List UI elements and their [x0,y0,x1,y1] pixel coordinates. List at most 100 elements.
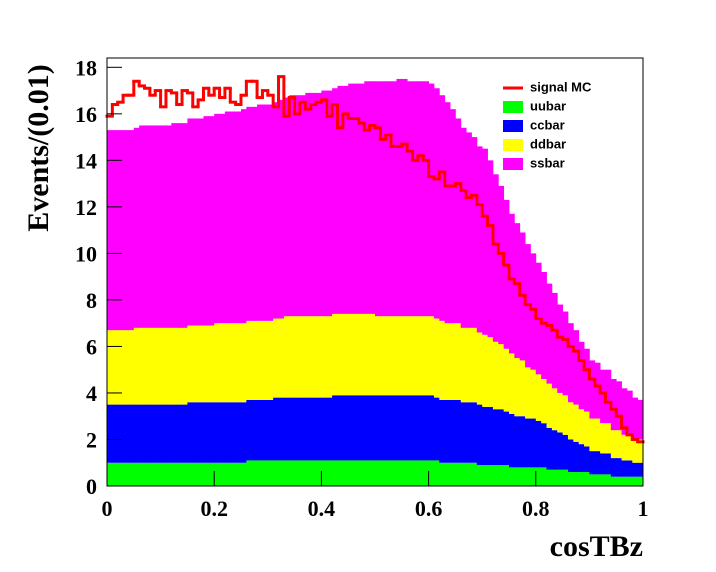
bar [509,353,515,414]
bar [589,451,596,475]
bar [423,395,429,461]
bar [171,404,178,463]
bar [337,395,344,461]
bar [171,327,178,405]
bar [450,462,456,486]
bar [557,392,563,433]
bar [460,402,467,463]
bar [123,330,129,405]
bar [342,313,349,396]
legend-swatch [503,120,523,132]
bar [321,90,328,317]
bar [246,460,253,486]
bar [433,397,440,461]
bar [482,465,488,486]
bar [299,316,306,398]
bar [316,460,322,486]
bar [567,439,574,473]
bar [535,374,542,421]
bar [208,462,215,486]
bar [573,330,580,405]
bar [412,395,419,461]
bar [182,462,188,486]
y-tick-label: 4 [86,381,97,406]
bar [600,369,606,424]
bar [487,406,494,466]
bar [283,460,290,486]
bar [535,467,542,486]
bar [444,462,451,486]
bar [112,130,119,331]
legend-label: ccbar [530,117,565,132]
bar [407,460,413,486]
bar [460,327,467,403]
bar [176,404,183,463]
bar [326,397,333,461]
legend-label: uubar [530,98,566,113]
bar [616,476,622,486]
bar [332,395,338,461]
bar [557,304,563,393]
bar [337,460,344,486]
bar [278,318,285,398]
bar [128,330,135,405]
bar [160,462,167,486]
bar [455,399,462,463]
bar [246,320,253,400]
bar [594,474,601,486]
bar [428,460,435,486]
bar [562,434,569,470]
bar [466,132,472,328]
bar [530,369,537,419]
bar [358,395,365,461]
bar [364,395,371,461]
y-tick-label: 0 [86,474,97,499]
bar [637,476,644,486]
bar [230,111,237,324]
bar [283,97,290,317]
bar [444,323,451,400]
bar [267,320,274,400]
bar [283,316,290,398]
bar [567,323,574,403]
bar [530,467,537,486]
bar [578,409,585,445]
bar [551,430,558,470]
bar [476,404,483,466]
bar [117,462,124,486]
bar [198,402,204,463]
bar [460,127,467,328]
bar [412,460,419,486]
bar [396,460,403,486]
bar [605,453,612,475]
bar [305,460,312,486]
bar [165,404,172,463]
bar [192,462,199,486]
bar [535,420,542,468]
bar [444,399,451,463]
x-tick-label: 0.6 [415,496,443,521]
bar [482,406,488,466]
bar [557,469,563,486]
bar [610,379,617,431]
x-tick-label: 0.4 [308,496,336,521]
bar [600,423,606,454]
bar [551,292,558,389]
bar [600,453,606,475]
bar [273,102,279,319]
bar [321,316,328,398]
bar [407,316,413,396]
bar [487,465,494,486]
bar [541,467,547,486]
bar [433,318,440,398]
bar [241,323,247,403]
bar [128,462,135,486]
bar [262,460,269,486]
bar [375,81,381,317]
bar [412,316,419,396]
bar [198,118,204,326]
bar [433,460,440,486]
bar [251,399,258,461]
bar [246,399,253,461]
